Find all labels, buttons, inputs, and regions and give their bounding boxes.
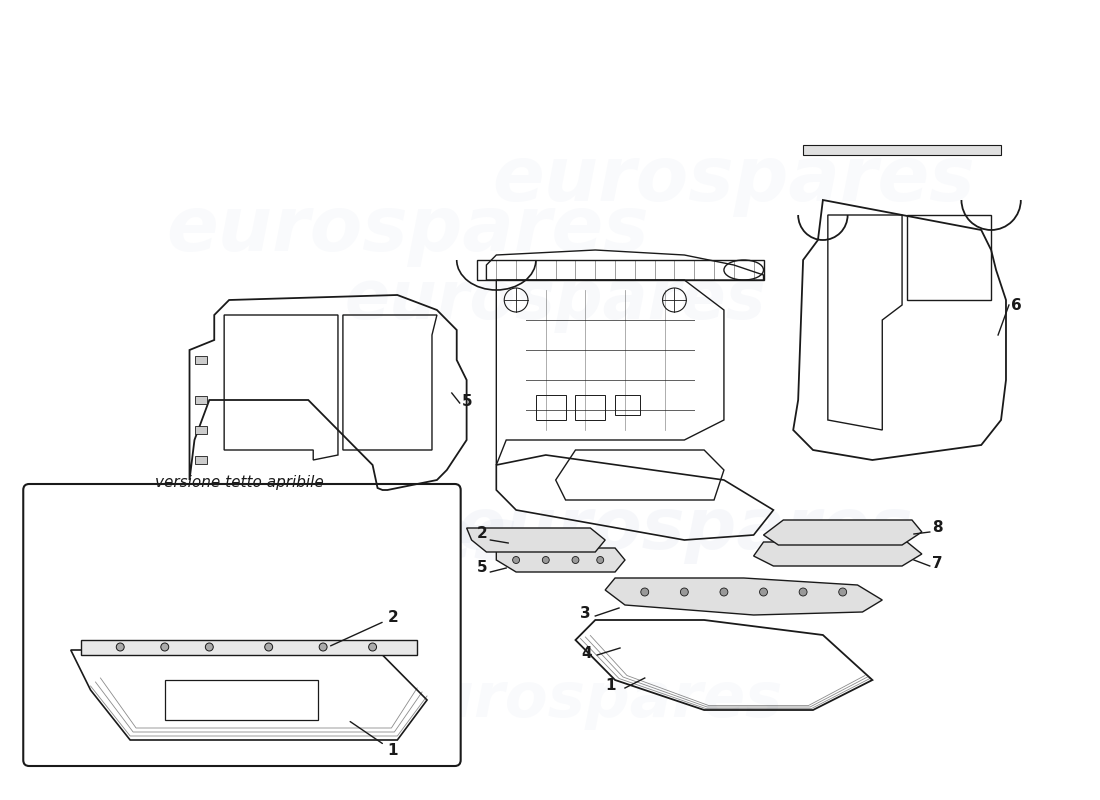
Circle shape: [368, 643, 376, 651]
Circle shape: [838, 588, 847, 596]
Text: 3: 3: [581, 606, 591, 621]
Text: eurospares: eurospares: [493, 143, 976, 217]
Bar: [536, 395, 565, 420]
Polygon shape: [803, 145, 1001, 155]
Text: eurospares: eurospares: [387, 670, 783, 730]
Text: versione tetto apribile: versione tetto apribile: [155, 474, 323, 490]
Text: 2: 2: [476, 526, 487, 541]
Bar: [196, 396, 207, 404]
Polygon shape: [605, 578, 882, 615]
Text: 5: 5: [476, 560, 487, 575]
Circle shape: [641, 588, 649, 596]
Text: 1: 1: [605, 678, 616, 693]
Text: 7: 7: [932, 556, 943, 571]
Text: 5: 5: [462, 394, 472, 409]
Bar: [575, 395, 605, 420]
Text: 1: 1: [350, 722, 398, 758]
Circle shape: [597, 557, 604, 563]
Text: eurospares: eurospares: [345, 267, 767, 333]
Circle shape: [760, 588, 768, 596]
Bar: [615, 395, 640, 415]
Text: eurospares: eurospares: [166, 193, 649, 267]
Circle shape: [542, 557, 549, 563]
Circle shape: [681, 588, 689, 596]
Bar: [196, 356, 207, 364]
Circle shape: [572, 557, 579, 563]
Circle shape: [319, 643, 327, 651]
Circle shape: [117, 643, 124, 651]
Circle shape: [799, 588, 807, 596]
Circle shape: [265, 643, 273, 651]
Text: 6: 6: [1011, 298, 1022, 313]
Circle shape: [513, 557, 519, 563]
Circle shape: [161, 643, 168, 651]
FancyBboxPatch shape: [23, 484, 461, 766]
Polygon shape: [466, 528, 605, 552]
Bar: [196, 426, 207, 434]
Text: eurospares: eurospares: [456, 495, 913, 565]
Circle shape: [720, 588, 728, 596]
Polygon shape: [80, 640, 417, 655]
Polygon shape: [754, 542, 922, 566]
Circle shape: [206, 643, 213, 651]
Polygon shape: [496, 548, 625, 572]
Polygon shape: [763, 520, 922, 545]
Text: 2: 2: [331, 610, 398, 646]
Text: 4: 4: [582, 646, 592, 661]
Text: eurospares: eurospares: [60, 506, 517, 574]
Text: 8: 8: [932, 520, 943, 535]
Bar: [196, 456, 207, 464]
